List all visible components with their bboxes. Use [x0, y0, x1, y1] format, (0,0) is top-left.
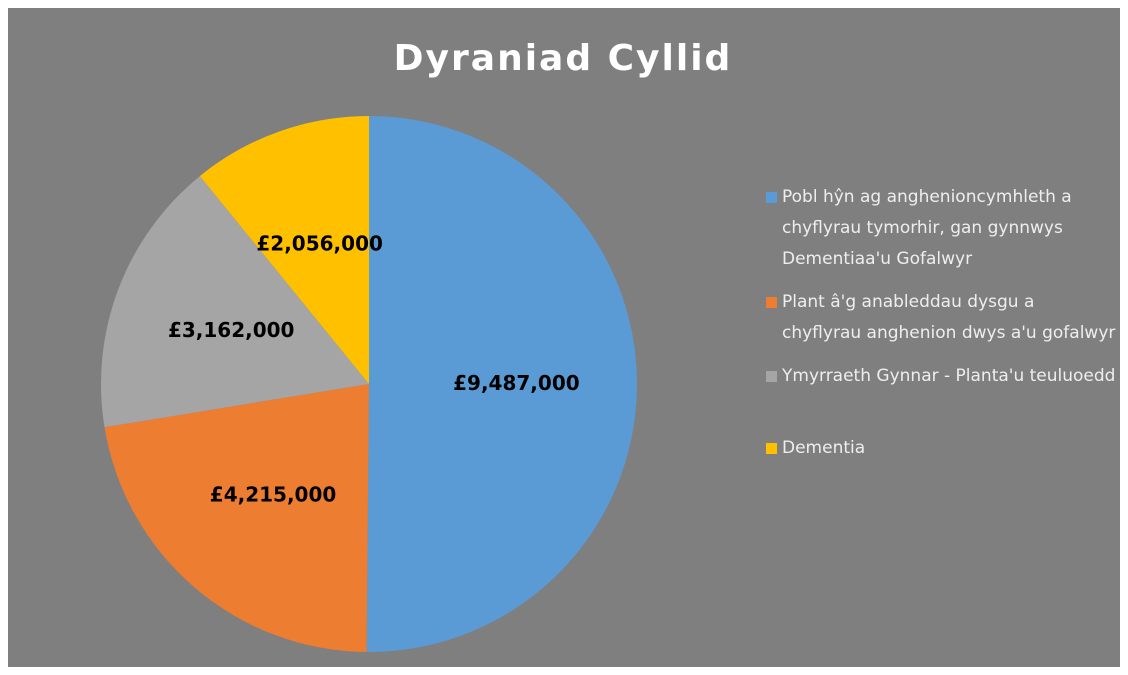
pie-slice — [199, 116, 369, 384]
legend-label: Dementia — [782, 438, 866, 458]
legend-item: Plant â'g anableddau dysgu a chyflyrau a… — [762, 287, 1117, 349]
pie-slice — [100, 176, 369, 428]
data-label: £2,056,000 — [256, 232, 383, 256]
legend-swatch — [766, 192, 777, 203]
legend-item: Dementia — [762, 433, 1117, 464]
data-label: £9,487,000 — [453, 371, 580, 395]
pie-slice — [366, 116, 638, 652]
legend: Pobl hŷn ag anghenioncymhleth a chyflyra… — [762, 182, 1117, 476]
chart-title: Dyraniad Cyllid — [394, 38, 733, 79]
legend-swatch — [766, 297, 777, 308]
legend-swatch — [766, 371, 777, 382]
legend-label: Ymyrraeth Gynnar - Planta'u teuluoedd — [782, 366, 1116, 386]
legend-item: Ymyrraeth Gynnar - Planta'u teuluoedd — [762, 361, 1117, 392]
data-label: £3,162,000 — [168, 318, 295, 342]
legend-label: Pobl hŷn ag anghenioncymhleth a chyflyra… — [782, 187, 1072, 269]
pie-slice — [104, 384, 369, 652]
legend-label: Plant â'g anableddau dysgu a chyflyrau a… — [782, 292, 1116, 343]
legend-item: Pobl hŷn ag anghenioncymhleth a chyflyra… — [762, 182, 1117, 275]
data-label: £4,215,000 — [210, 482, 337, 506]
legend-swatch — [766, 443, 777, 454]
